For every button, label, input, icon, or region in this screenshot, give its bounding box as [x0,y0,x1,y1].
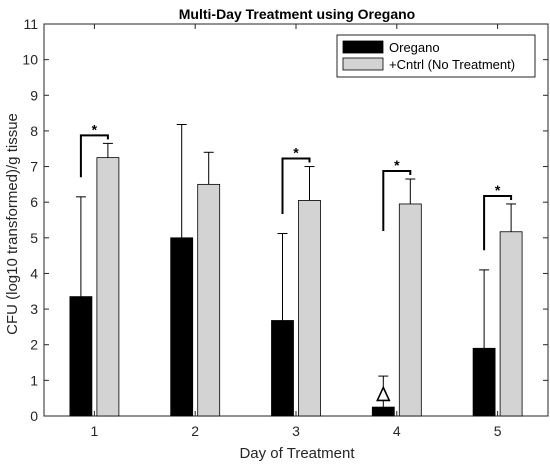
significance-bracket [483,194,513,251]
control-bar [96,157,120,417]
y-tick-label: 8 [30,123,38,139]
significance-star: * [293,145,299,161]
x-tick-label: 1 [91,423,99,439]
x-tick-label: 4 [393,423,401,439]
legend-label-oregano: Oregano [389,40,440,55]
y-tick-label: 11 [23,16,38,32]
legend-swatch-oregano [342,40,384,54]
y-tick-label: 3 [30,301,38,317]
x-tick-label: 3 [292,423,300,439]
oregano-bar [371,406,395,417]
significance-bracket [281,157,311,214]
oregano-bar [472,347,496,417]
significance-bracket [382,170,412,232]
x-axis-label: Day of Treatment [239,445,355,462]
oregano-bar [170,237,194,417]
y-tick-label: 9 [30,87,38,103]
y-tick-label: 2 [30,337,38,353]
axes-frame [43,23,549,417]
legend: Oregano +Cntrl (No Treatment) [336,34,536,78]
y-tick-label: 7 [30,159,38,175]
legend-swatch-control [342,57,384,71]
control-bar [499,231,523,417]
significance-star: * [394,157,400,173]
chart-title: Multi-Day Treatment using Oregano [179,6,415,22]
y-tick-label: 1 [30,372,38,388]
significance-bracket [79,134,109,178]
oregano-bar [69,296,93,417]
x-tick-label: 2 [191,423,199,439]
y-tick-label: 5 [30,230,38,246]
control-bar [298,199,321,417]
control-bar [197,183,221,417]
y-axis-label: CFU (log10 transformed)/g tissue [4,113,21,335]
y-tick-label: 4 [30,265,38,281]
y-tick-label: 6 [30,194,38,210]
significance-star: * [92,121,98,137]
triangle-marker [376,385,391,402]
oregano-bar [271,320,294,417]
y-tick-label: 10 [22,52,38,68]
control-bar [398,203,422,417]
y-tick-label: 0 [30,408,38,424]
legend-label-control: +Cntrl (No Treatment) [389,57,515,72]
x-tick-label: 5 [494,423,502,439]
significance-star: * [495,182,501,198]
